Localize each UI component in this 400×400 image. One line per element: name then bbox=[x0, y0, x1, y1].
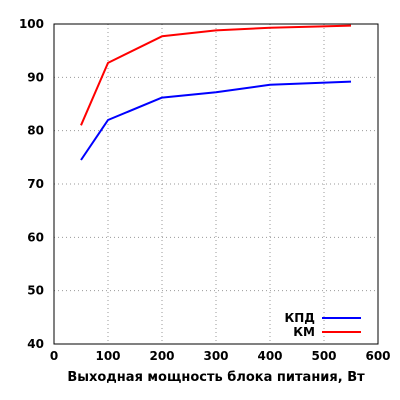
y-tick-label: 70 bbox=[27, 177, 44, 191]
x-tick-label: 500 bbox=[311, 349, 336, 363]
y-tick-label: 80 bbox=[27, 124, 44, 138]
y-axis-tick-labels: 40 50 60 70 80 90 100 bbox=[19, 17, 44, 351]
series-line-1 bbox=[80, 80, 352, 161]
series-line-2 bbox=[80, 24, 352, 126]
legend-label: КМ bbox=[293, 325, 315, 339]
x-tick-label: 100 bbox=[95, 349, 120, 363]
x-tick-label: 400 bbox=[257, 349, 282, 363]
y-tick-label: 40 bbox=[27, 337, 44, 351]
y-tick-label: 100 bbox=[19, 17, 44, 31]
x-tick-label: 200 bbox=[149, 349, 174, 363]
y-tick-label: 50 bbox=[27, 284, 44, 298]
series-layer bbox=[80, 24, 352, 161]
x-axis-title: Выходная мощность блока питания, Вт bbox=[67, 370, 365, 385]
x-tick-label: 300 bbox=[203, 349, 228, 363]
x-tick-label: 600 bbox=[365, 349, 390, 363]
grid-lines bbox=[54, 24, 378, 344]
x-axis-tick-labels: 0 100 200 300 400 500 600 bbox=[50, 349, 391, 363]
plot-frame bbox=[53, 23, 379, 345]
legend-label: КПД bbox=[284, 311, 315, 325]
y-tick-label: 60 bbox=[27, 230, 44, 244]
x-tick-label: 0 bbox=[50, 349, 58, 363]
y-tick-label: 90 bbox=[27, 70, 44, 84]
